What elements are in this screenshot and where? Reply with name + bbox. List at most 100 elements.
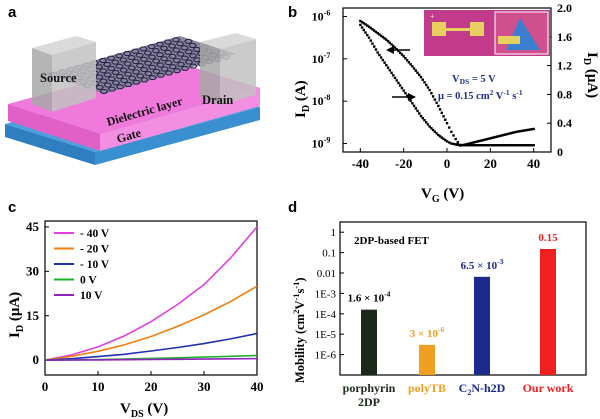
b-data-point: [359, 23, 362, 27]
b-data-point: [470, 144, 473, 147]
hexagon-cell: [115, 63, 124, 69]
b-data-point: [379, 34, 383, 37]
b-data-point: [477, 144, 480, 147]
inset-zoom-pad: [498, 36, 520, 44]
b-data-point: [447, 141, 451, 144]
b-data-point: [522, 129, 525, 132]
b-data-point: [444, 118, 447, 121]
hexagon-cell: [180, 65, 190, 71]
b-data-point: [501, 134, 504, 137]
hexagon-cell: [156, 72, 166, 78]
c-xtick-label: 40: [251, 379, 264, 394]
d-ytick-label: 1: [331, 227, 337, 239]
b-data-point: [508, 144, 511, 147]
d-value-label: 6.5 × 10-3: [461, 257, 504, 272]
b-data-point: [509, 144, 513, 147]
b-data-point: [490, 144, 494, 147]
hexagon-cell: [123, 82, 133, 87]
c-ytick-label: 45: [26, 219, 40, 234]
source-label: Source: [40, 71, 77, 85]
b-ytick-right-label: 1.6: [557, 30, 572, 44]
b-data-point: [369, 39, 372, 42]
b-data-point: [483, 138, 487, 141]
b-data-point: [466, 142, 469, 146]
b-data-point: [530, 128, 534, 131]
b-data-point: [464, 143, 468, 146]
b-data-point: [433, 98, 437, 101]
b-xlabel: VG (V): [421, 186, 464, 205]
hexagon-cell: [122, 51, 132, 57]
b-data-point: [376, 32, 379, 35]
b-data-point: [496, 135, 499, 138]
c-xlabel: VDS (V): [120, 401, 168, 419]
hexagon-cell: [159, 56, 169, 62]
b-data-point: [452, 134, 455, 137]
b-data-point: [450, 130, 453, 134]
hexagon-cell: [123, 71, 133, 77]
c-series-line: [44, 332, 258, 361]
hexagon-cell: [107, 86, 117, 92]
b-data-point: [503, 144, 506, 147]
b-data-point: [409, 63, 412, 66]
d-value-label: 3 × 10-6: [410, 325, 445, 340]
b-ylabel-left: ID (A): [293, 80, 312, 118]
b-data-point: [400, 53, 404, 56]
source-top: [32, 36, 96, 55]
b-data-point: [386, 66, 390, 69]
drain-front: [200, 42, 220, 105]
hexagon-cell: [123, 61, 132, 67]
b-data-point: [501, 144, 504, 147]
b-data-point: [367, 36, 371, 39]
b-data-point: [489, 144, 492, 147]
hexagon-cell: [140, 77, 149, 83]
panel-label-b: b: [288, 4, 297, 21]
d-ylabel: Mobility (cm2V-1s-1): [291, 277, 307, 383]
b-data-point: [366, 24, 369, 27]
hexagon-cell: [163, 49, 173, 55]
hexagon-cell: [114, 53, 124, 59]
output-curve-chart: 0 10 20 30 40 0 15 30 45 - 40 V - 20 V - 10 V 0 V 1…: [7, 219, 264, 419]
b-data-point: [421, 78, 424, 81]
b-data-point: [428, 88, 431, 92]
dielectric-front-face: [8, 104, 100, 151]
c-series-line: [44, 285, 258, 361]
b-data-point: [405, 94, 409, 97]
b-data-point: [437, 104, 440, 108]
hexagon-cell: [135, 63, 145, 69]
c-xtick-label: 20: [145, 379, 158, 394]
c-legend-label: 0 V: [80, 275, 97, 287]
b-ytick-left-label: 10-6: [312, 8, 331, 23]
d-ytick-label: 0.1: [322, 248, 336, 260]
hexagon-cell: [184, 38, 193, 44]
b-data-point: [442, 115, 445, 118]
source-front: [32, 48, 52, 112]
b-ytick-right-label: 1.2: [557, 59, 572, 73]
inset-pad-right: [470, 22, 484, 36]
hexagon-cell: [95, 84, 105, 90]
b-data-point: [454, 137, 457, 141]
b-data-point: [489, 137, 492, 140]
b-data-point: [414, 69, 417, 72]
b-data-point: [478, 144, 482, 147]
hexagon-cell: [111, 70, 120, 75]
b-data-point: [393, 76, 397, 80]
dielectric-top-face: [8, 60, 260, 134]
c-xtick-label: 0: [42, 379, 49, 394]
b-data-point: [475, 144, 478, 147]
b-data-point: [499, 134, 502, 137]
b-data-point: [364, 23, 367, 26]
b-data-point: [482, 144, 485, 147]
b-data-point: [447, 126, 451, 129]
b-data-point: [452, 142, 455, 146]
drain-side: [220, 39, 256, 105]
b-ytick-right-label: 0.4: [557, 116, 572, 130]
b-data-point: [471, 141, 475, 144]
b-data-point: [390, 71, 393, 74]
b-data-point: [471, 144, 475, 147]
c-ylabel: ID (μA): [7, 292, 26, 338]
hexagon-cell: [119, 67, 129, 73]
hexagon-cell: [167, 43, 177, 49]
hexagon-cell: [172, 57, 182, 63]
hexagon-cell: [163, 39, 173, 45]
